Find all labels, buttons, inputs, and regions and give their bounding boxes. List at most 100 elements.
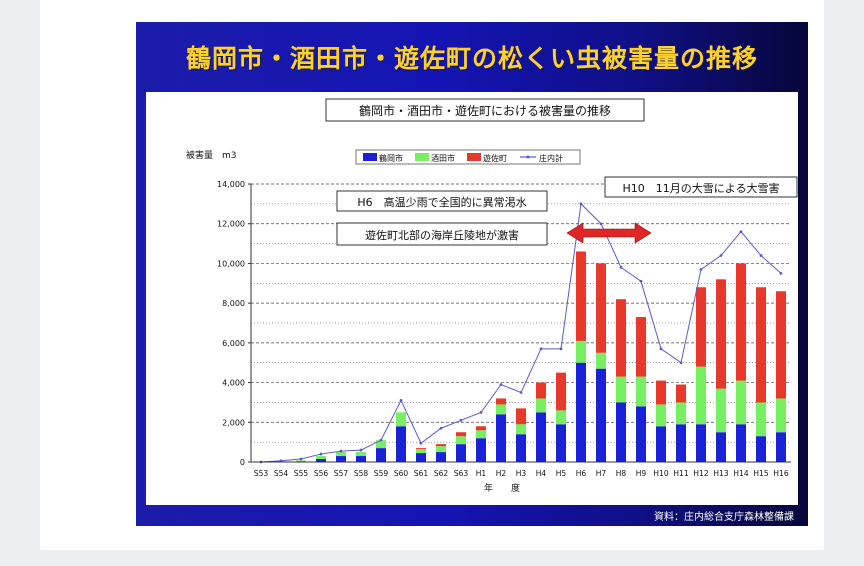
- bar-tsuruoka: [676, 424, 686, 462]
- legend-marker-total: [526, 155, 530, 159]
- line-total-point: [319, 452, 323, 456]
- bar-sakata: [576, 340, 586, 363]
- line-total-point: [419, 441, 423, 445]
- bar-sakata: [516, 424, 526, 435]
- line-total-point: [719, 254, 723, 257]
- bar-tsuruoka: [476, 438, 486, 462]
- slide: 鶴岡市・酒田市・遊佐町の松くい虫被害量の推移 鶴岡市・酒田市・遊佐町における被害…: [136, 22, 808, 526]
- x-tick-label: H15: [753, 469, 768, 478]
- x-tick-label: H13: [713, 469, 728, 478]
- bar-yuza: [536, 382, 546, 399]
- line-total-point: [299, 457, 303, 461]
- line-total-point: [379, 438, 383, 442]
- x-tick-label: S62: [434, 469, 449, 478]
- line-total-point: [339, 449, 343, 453]
- bar-sakata: [596, 352, 606, 369]
- x-tick-label: H10: [653, 469, 668, 478]
- annotation-snow: H10 11月の大雪による大雪害: [623, 181, 780, 195]
- y-tick-label: 4,000: [222, 379, 245, 388]
- line-total-point: [559, 347, 563, 351]
- bar-yuza: [476, 426, 486, 431]
- line-total-point: [399, 399, 403, 402]
- bar-sakata: [696, 366, 706, 425]
- bar-tsuruoka: [656, 426, 666, 462]
- bar-sakata: [736, 380, 746, 425]
- bar-yuza: [776, 291, 786, 399]
- bar-tsuruoka: [776, 432, 786, 462]
- legend: 鶴岡市 酒田市 遊佐町 庄内計: [355, 149, 581, 165]
- bar-sakata: [476, 430, 486, 439]
- bar-tsuruoka: [416, 453, 426, 462]
- y-tick-label: 10,000: [217, 259, 245, 268]
- line-total-point: [739, 230, 743, 234]
- bar-tsuruoka: [336, 456, 346, 462]
- legend-swatch-sakata: [415, 153, 429, 161]
- bar-tsuruoka: [536, 412, 546, 462]
- y-tick-label: 12,000: [217, 220, 245, 229]
- page: 鶴岡市・酒田市・遊佐町の松くい虫被害量の推移 鶴岡市・酒田市・遊佐町における被害…: [40, 0, 824, 550]
- bar-tsuruoka: [396, 426, 406, 462]
- bar-tsuruoka: [356, 456, 366, 462]
- bar-sakata: [316, 456, 326, 460]
- legend-label-yuza: 遊佐町: [483, 153, 507, 163]
- y-tick-label: 2,000: [222, 418, 245, 427]
- source-note: 資料：庄内総合支庁森林整備課: [654, 512, 794, 523]
- bar-tsuruoka: [736, 424, 746, 462]
- bar-yuza: [576, 251, 586, 341]
- line-total-point: [479, 410, 483, 414]
- x-tick-label: H12: [693, 469, 708, 478]
- y-tick-label: 0: [240, 458, 245, 467]
- bar-sakata: [756, 402, 766, 437]
- bar-tsuruoka: [376, 448, 386, 462]
- bar-tsuruoka: [496, 414, 506, 462]
- x-tick-label: S61: [414, 469, 429, 478]
- bar-sakata: [676, 402, 686, 425]
- bar-sakata: [356, 452, 366, 457]
- bar-tsuruoka: [316, 459, 326, 462]
- x-tick-label: S54: [274, 469, 289, 478]
- annotation-box-coastal: [336, 222, 548, 246]
- x-tick-label: S55: [294, 469, 309, 478]
- chart-title: 鶴岡市・酒田市・遊佐町における被害量の推移: [359, 103, 611, 118]
- slide-title: 鶴岡市・酒田市・遊佐町の松くい虫被害量の推移: [185, 44, 758, 73]
- double-arrow: [566, 222, 652, 244]
- line-total-point: [539, 347, 543, 351]
- bar-yuza: [556, 372, 566, 411]
- bar-sakata: [616, 376, 626, 403]
- bar-tsuruoka: [616, 402, 626, 462]
- line-total-point: [639, 279, 643, 283]
- x-tick-label: S56: [314, 469, 329, 478]
- x-tick-label: S59: [374, 469, 389, 478]
- bar-yuza: [596, 263, 606, 353]
- x-tick-label: H6: [576, 469, 587, 478]
- line-total-point: [439, 426, 443, 430]
- bar-yuza: [456, 432, 466, 437]
- bar-yuza: [636, 317, 646, 377]
- bar-sakata: [336, 452, 346, 457]
- bar-tsuruoka: [516, 434, 526, 462]
- annotation-box-snow: [604, 176, 798, 198]
- y-tick-label: 6,000: [222, 339, 245, 348]
- x-tick-label: H9: [636, 469, 647, 478]
- bar-yuza: [756, 287, 766, 403]
- bar-sakata: [396, 412, 406, 427]
- y-tick-label: 8,000: [222, 299, 245, 308]
- bar-sakata: [436, 446, 446, 453]
- legend-swatch-yuza: [467, 153, 481, 161]
- legend-swatch-tsuruoka: [363, 153, 377, 161]
- x-tick-label: H16: [773, 469, 788, 478]
- bar-tsuruoka: [556, 424, 566, 462]
- line-total-point: [699, 267, 703, 271]
- x-tick-label: H14: [733, 469, 748, 478]
- bar-sakata: [556, 410, 566, 425]
- y-tick-label: 14,000: [217, 180, 245, 189]
- line-total-point: [519, 391, 523, 394]
- line-total-point: [459, 418, 463, 422]
- bar-yuza: [696, 287, 706, 367]
- bar-yuza: [656, 380, 666, 405]
- annotation-box-drought: [336, 190, 548, 212]
- line-total-point: [779, 271, 783, 275]
- line-total-point: [679, 361, 683, 365]
- bar-yuza: [416, 448, 426, 450]
- bar-sakata: [776, 398, 786, 433]
